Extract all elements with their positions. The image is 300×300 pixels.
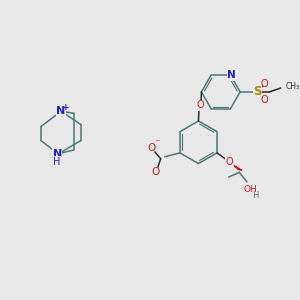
Text: S: S	[253, 85, 262, 98]
Text: N: N	[52, 149, 62, 159]
Text: OH: OH	[244, 185, 258, 194]
Text: O: O	[196, 100, 204, 110]
Text: O: O	[152, 167, 160, 177]
Polygon shape	[232, 164, 242, 170]
Text: O: O	[260, 95, 268, 105]
Text: H: H	[253, 191, 259, 200]
Text: +: +	[62, 103, 70, 112]
Text: H: H	[53, 157, 61, 166]
Text: O: O	[226, 157, 233, 166]
Text: CH₃: CH₃	[286, 82, 300, 91]
Text: N: N	[56, 106, 66, 116]
Text: N: N	[227, 70, 236, 80]
Text: ⁻: ⁻	[154, 138, 160, 148]
Text: O: O	[260, 79, 268, 89]
Text: O: O	[148, 143, 156, 153]
